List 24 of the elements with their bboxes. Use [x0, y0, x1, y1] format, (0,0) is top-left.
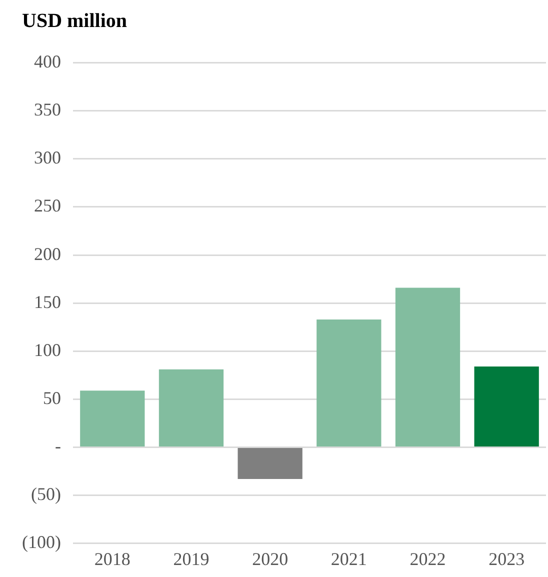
bar [316, 319, 382, 447]
bar [474, 366, 539, 447]
y-tick-label: 200 [34, 244, 61, 264]
y-tick-label: (50) [30, 484, 61, 504]
y-tick-label: 400 [34, 52, 61, 72]
x-tick-label: 2018 [94, 548, 130, 569]
x-tick-label: 2022 [410, 548, 446, 569]
x-tick-label: 2019 [173, 548, 210, 569]
y-tick-label: - [54, 436, 61, 456]
y-tick-label: 300 [34, 148, 61, 168]
y-tick-label: 250 [34, 196, 61, 216]
y-tick-label: 100 [34, 340, 61, 360]
bar [158, 369, 224, 447]
y-tick-label: 50 [42, 388, 61, 408]
bar [80, 390, 145, 447]
x-tick-label: 2020 [252, 548, 288, 569]
x-tick-label: 2021 [330, 548, 367, 569]
bar [395, 288, 460, 447]
y-tick-label: (100) [22, 532, 61, 552]
y-tick-label: 350 [34, 100, 61, 120]
chart-title: USD million [22, 10, 128, 33]
y-tick-label: 150 [34, 292, 61, 312]
bar [238, 448, 302, 479]
x-tick-label: 2023 [488, 548, 525, 569]
